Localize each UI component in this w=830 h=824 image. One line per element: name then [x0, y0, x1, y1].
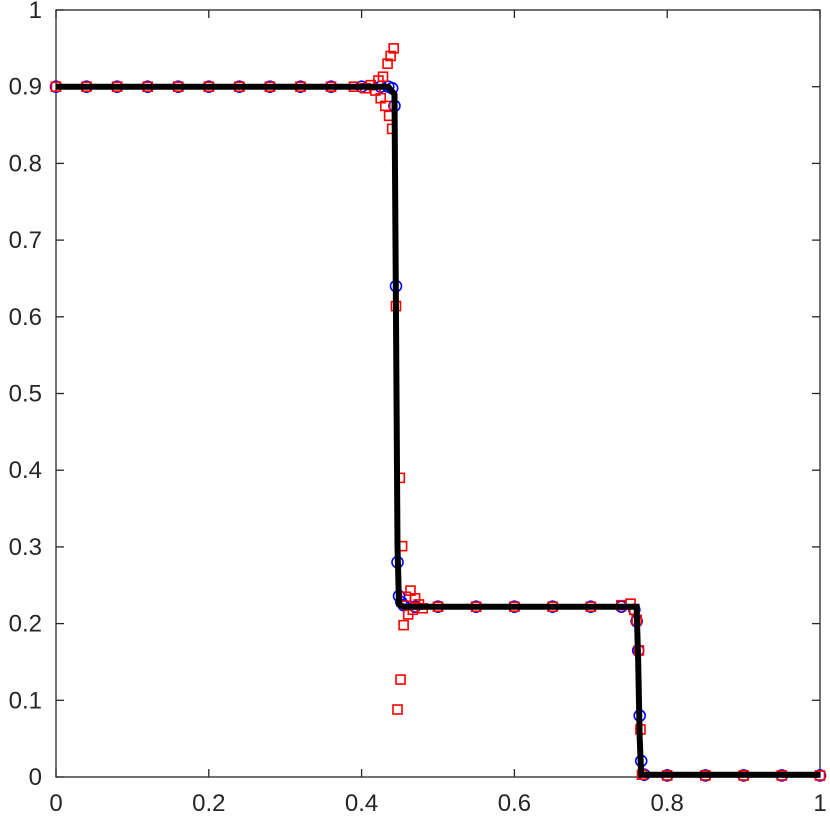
- x-tick-label: 0.4: [345, 790, 378, 817]
- y-tick-label: 0: [29, 764, 42, 791]
- series-line: [56, 83, 820, 778]
- square-marker: [398, 619, 409, 631]
- y-tick-label: 0.1: [9, 687, 42, 714]
- x-tick-label: 0.6: [498, 790, 531, 817]
- y-tick-label: 0.2: [9, 611, 42, 638]
- square-marker: [385, 50, 396, 62]
- series-layer: [49, 43, 827, 782]
- y-axis-tick-labels: 0 0.1 0.2 0.3 0.4 0.5 0.6 0.7 0.8 0.9 1: [9, 0, 42, 791]
- y-tick-label: 1: [29, 0, 42, 24]
- x-tick-label: 0.8: [651, 790, 684, 817]
- square-marker: [379, 100, 391, 112]
- plot-frame: [55, 9, 821, 778]
- y-tick-label: 0.9: [9, 74, 42, 101]
- x-tick-label: 1: [813, 790, 826, 817]
- square-marker: [382, 58, 393, 69]
- plot-area: [49, 9, 827, 782]
- x-axis-tick-labels: 0 0.2 0.4 0.6 0.8 1: [49, 790, 826, 817]
- y-tick-label: 0.7: [9, 227, 42, 254]
- y-tick-label: 0.8: [9, 150, 42, 177]
- square-marker: [377, 71, 389, 83]
- x-tick-label: 0: [49, 790, 62, 817]
- x-tick-label: 0.2: [192, 790, 225, 817]
- y-tick-label: 0.6: [9, 304, 42, 331]
- y-tick-label: 0.5: [9, 381, 42, 408]
- y-tick-label: 0.3: [9, 534, 42, 561]
- square-marker: [395, 674, 406, 685]
- square-marker: [392, 704, 403, 715]
- square-marker: [388, 43, 399, 54]
- y-tick-label: 0.4: [9, 457, 42, 484]
